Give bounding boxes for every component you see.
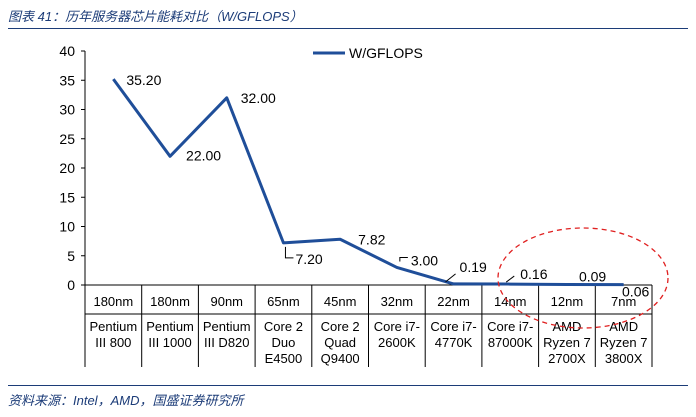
highlight-ellipse	[497, 227, 669, 329]
x-chip-label: Q9400	[321, 351, 360, 366]
source-note: 资料来源：Intel，AMD，国盛证券研究所	[8, 393, 244, 408]
y-tick-label: 15	[59, 189, 75, 205]
data-label: 3.00	[411, 252, 438, 268]
x-chip-label: Ryzen 7	[543, 335, 591, 350]
data-label: 7.82	[358, 231, 385, 247]
x-chip-label: III 800	[95, 335, 131, 350]
y-tick-label: 25	[59, 131, 75, 147]
y-tick-label: 20	[59, 160, 75, 176]
figure-title: 图表 41：历年服务器芯片能耗对比（W/GFLOPS）	[8, 9, 303, 24]
x-chip-label: 2700X	[548, 351, 586, 366]
x-node-label: 180nm	[93, 294, 133, 309]
x-chip-label: Core 2	[321, 319, 360, 334]
x-chip-label: Core i7-	[374, 319, 420, 334]
data-label-leader	[399, 256, 408, 262]
y-tick-label: 10	[59, 219, 75, 235]
y-tick-label: 5	[67, 248, 75, 264]
x-chip-label: Quad	[324, 335, 356, 350]
x-node-label: 65nm	[267, 294, 300, 309]
x-node-label: 180nm	[150, 294, 190, 309]
x-node-label: 90nm	[210, 294, 243, 309]
x-chip-label: Core 2	[264, 319, 303, 334]
x-chip-label: Pentium	[146, 319, 194, 334]
data-label: 32.00	[241, 90, 276, 106]
data-label-leader	[284, 246, 294, 259]
legend-label: W/GFLOPS	[349, 45, 423, 61]
data-label-leader	[505, 275, 515, 283]
x-chip-label: Ryzen 7	[600, 335, 648, 350]
data-label-leader	[445, 273, 456, 283]
x-chip-label: III 1000	[148, 335, 191, 350]
title-rule	[8, 28, 688, 29]
x-chip-label: Core i7-	[430, 319, 476, 334]
data-label: 7.20	[295, 251, 322, 267]
x-node-label: 22nm	[437, 294, 470, 309]
x-node-label: 32nm	[381, 294, 414, 309]
x-chip-label: Core i7-	[487, 319, 533, 334]
x-node-label: 12nm	[551, 294, 584, 309]
x-chip-label: III D820	[204, 335, 250, 350]
source-rule	[8, 385, 688, 386]
y-tick-label: 0	[67, 277, 75, 293]
x-chip-label: Pentium	[203, 319, 251, 334]
x-chip-label: 87000K	[488, 335, 533, 350]
x-node-label: 45nm	[324, 294, 357, 309]
y-tick-label: 30	[59, 102, 75, 118]
x-chip-label: Duo	[272, 335, 296, 350]
x-chip-label: AMD	[553, 319, 582, 334]
data-label: 0.06	[622, 284, 649, 300]
x-chip-label: 3800X	[605, 351, 643, 366]
data-label: 0.19	[460, 259, 487, 275]
y-tick-label: 35	[59, 72, 75, 88]
x-chip-label: E4500	[265, 351, 303, 366]
x-chip-label: 2600K	[378, 335, 416, 350]
data-label: 35.20	[126, 72, 161, 88]
x-chip-label: AMD	[609, 319, 638, 334]
x-chip-label: 4770K	[435, 335, 473, 350]
y-tick-label: 40	[59, 43, 75, 59]
x-node-label: 14nm	[494, 294, 527, 309]
x-chip-label: Pentium	[89, 319, 137, 334]
data-label: 0.09	[579, 268, 606, 284]
series-line-w-gflops	[112, 78, 624, 287]
data-label: 0.16	[520, 266, 547, 282]
data-label: 22.00	[186, 147, 221, 163]
x-node-label: 7nm	[611, 294, 636, 309]
